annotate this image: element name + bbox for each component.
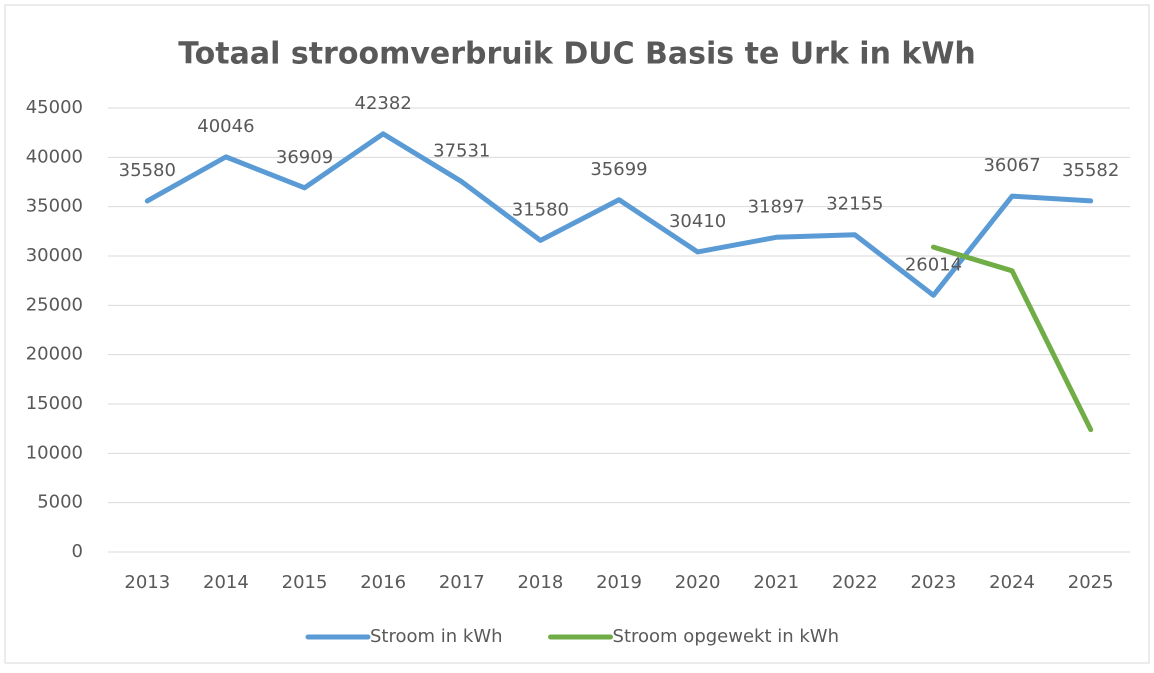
y-tick-label: 0 — [72, 541, 83, 562]
x-tick-label: 2022 — [832, 572, 878, 593]
data-label: 40046 — [197, 116, 254, 137]
data-label: 36067 — [983, 155, 1040, 176]
series-line — [930, 244, 1094, 433]
data-label: 35580 — [119, 160, 176, 181]
y-tick-label: 10000 — [26, 442, 83, 463]
x-tick-label: 2020 — [675, 572, 721, 593]
series-line — [144, 131, 1094, 298]
chart-title: Totaal stroomverbruik DUC Basis te Urk i… — [178, 37, 976, 72]
legend-label: Stroom in kWh — [370, 626, 503, 647]
x-tick-label: 2024 — [989, 572, 1035, 593]
x-tick-label: 2021 — [753, 572, 799, 593]
y-tick-label: 30000 — [26, 245, 83, 266]
y-tick-label: 25000 — [26, 294, 83, 315]
y-tick-label: 15000 — [26, 393, 83, 414]
data-label: 32155 — [826, 194, 883, 215]
x-tick-label: 2015 — [282, 572, 328, 593]
x-tick-label: 2019 — [596, 572, 642, 593]
x-tick-label: 2025 — [1068, 572, 1114, 593]
y-tick-label: 35000 — [26, 196, 83, 217]
data-label: 42382 — [355, 93, 412, 114]
data-label: 26014 — [905, 254, 962, 275]
chart-border — [4, 4, 1150, 664]
x-tick-label: 2018 — [517, 572, 563, 593]
data-label: 35582 — [1062, 160, 1119, 181]
data-label: 36909 — [276, 147, 333, 168]
x-tick-label: 2023 — [911, 572, 957, 593]
y-tick-label: 5000 — [37, 492, 83, 513]
x-tick-label: 2013 — [124, 572, 170, 593]
x-tick-label: 2017 — [439, 572, 485, 593]
x-tick-label: 2016 — [360, 572, 406, 593]
data-label: 31580 — [512, 199, 569, 220]
y-tick-label: 40000 — [26, 146, 83, 167]
y-tick-label: 45000 — [26, 97, 83, 118]
x-tick-label: 2014 — [203, 572, 249, 593]
data-label: 35699 — [590, 159, 647, 180]
y-tick-label: 20000 — [26, 344, 83, 365]
data-label: 31897 — [748, 196, 805, 217]
legend-label: Stroom opgewekt in kWh — [613, 626, 839, 647]
data-label: 37531 — [433, 141, 490, 162]
data-label: 30410 — [669, 211, 726, 232]
